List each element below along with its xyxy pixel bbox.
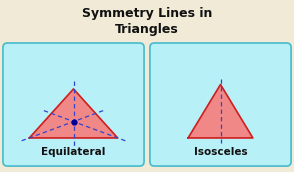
- Text: Equilateral: Equilateral: [41, 147, 106, 157]
- Polygon shape: [29, 89, 118, 138]
- FancyBboxPatch shape: [3, 43, 144, 166]
- Text: Symmetry Lines in
Triangles: Symmetry Lines in Triangles: [82, 7, 212, 36]
- Polygon shape: [188, 84, 253, 138]
- FancyBboxPatch shape: [150, 43, 291, 166]
- Text: Isosceles: Isosceles: [194, 147, 247, 157]
